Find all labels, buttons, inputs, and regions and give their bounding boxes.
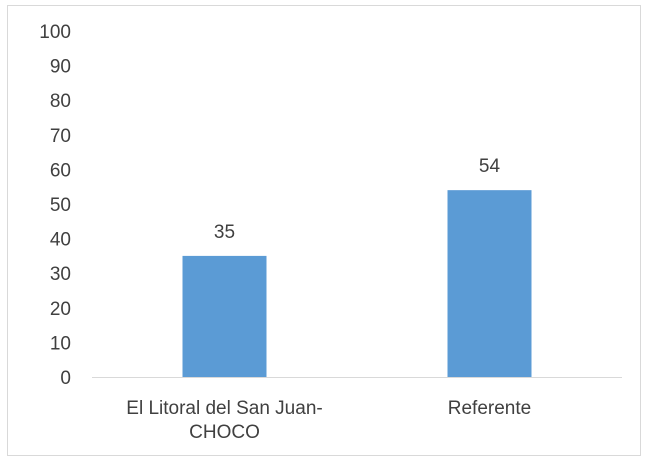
y-tick-label: 100 bbox=[39, 22, 71, 43]
y-tick-label: 80 bbox=[50, 91, 71, 112]
y-tick-label: 0 bbox=[60, 368, 71, 389]
data-label: 35 bbox=[214, 222, 235, 243]
bar bbox=[182, 255, 267, 377]
y-axis-ticks: 0 10 20 30 40 50 60 70 80 90 100 bbox=[39, 22, 71, 389]
y-tick-label: 50 bbox=[50, 195, 71, 216]
y-tick-label: 40 bbox=[50, 230, 71, 251]
chart-frame bbox=[7, 5, 641, 456]
bars bbox=[182, 190, 532, 377]
y-tick-label: 90 bbox=[50, 57, 71, 78]
x-axis-category-labels: El Litoral del San Juan- CHOCO Referente bbox=[126, 398, 531, 443]
data-label: 54 bbox=[479, 156, 501, 177]
y-tick-label: 30 bbox=[50, 264, 71, 285]
y-tick-label: 70 bbox=[50, 126, 71, 147]
bar bbox=[447, 190, 532, 377]
y-tick-label: 10 bbox=[50, 333, 71, 354]
y-tick-label: 20 bbox=[50, 299, 71, 320]
y-tick-label: 60 bbox=[50, 160, 71, 181]
data-labels: 35 54 bbox=[214, 156, 501, 243]
category-label: El Litoral del San Juan- bbox=[126, 398, 322, 419]
category-label: Referente bbox=[448, 398, 531, 419]
category-label: CHOCO bbox=[189, 422, 260, 443]
